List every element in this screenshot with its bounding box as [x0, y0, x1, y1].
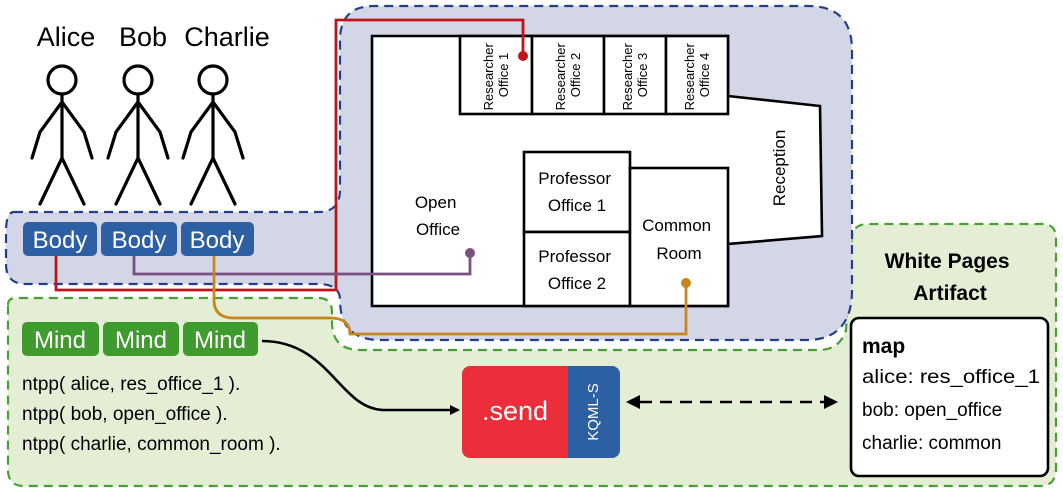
artifact-entry-bob: bob: open_office	[862, 400, 1002, 421]
name-charlie: Charlie	[184, 22, 270, 52]
label-common-room: Common Room	[642, 216, 716, 263]
body-label-alice: Body	[33, 227, 88, 254]
arrow-send-to-artifact	[626, 395, 838, 409]
room-researcher-office-1	[458, 34, 534, 116]
protocol-label: KQML-S	[585, 383, 602, 441]
mind-label-charlie: Mind	[194, 327, 246, 354]
label-professor-office-2: Professor Office 2	[538, 247, 615, 293]
label-reception: Reception	[770, 130, 789, 207]
body-badges: Body Body Body	[23, 222, 254, 256]
artifact-map-heading: map	[862, 335, 905, 358]
body-label-bob: Body	[112, 227, 167, 254]
room-professor-office-1	[522, 150, 632, 234]
belief-charlie: ntpp( charlie, common_room ).	[22, 434, 281, 455]
researcher-offices	[458, 34, 730, 116]
connector-charlie-to-common-room	[212, 254, 688, 336]
marker-bob-location	[465, 248, 475, 258]
mind-badge-charlie	[183, 322, 258, 356]
mind-label-alice: Mind	[34, 327, 86, 354]
send-label: .send	[482, 396, 548, 426]
label-researcher-office-2: Researcher Office 2	[553, 40, 583, 111]
connector-alice-to-researcher-office-1	[54, 18, 525, 292]
arrow-mind-to-send	[261, 339, 460, 415]
marker-alice-location	[518, 51, 528, 61]
mind-badge-bob	[103, 322, 179, 356]
mind-label-bob: Mind	[115, 327, 167, 354]
stick-figure-charlie	[181, 64, 245, 206]
artifact-card	[849, 316, 1050, 478]
send-block: .send KQML-S	[462, 366, 620, 458]
room-professor-office-2	[522, 230, 632, 308]
stick-figure-alice	[30, 64, 94, 206]
send-button-bg	[462, 366, 580, 458]
label-open-office: Open Office	[415, 193, 461, 239]
mind-badges: Mind Mind Mind	[22, 322, 258, 356]
artifact-title: White Pages Artifact	[885, 250, 1016, 305]
label-researcher-office-3: Researcher Office 3	[620, 40, 650, 111]
artifact-entry-charlie: charlie: common	[862, 433, 1001, 454]
belief-alice: ntpp( alice, res_office_1 ).	[22, 374, 240, 395]
stick-figures	[30, 64, 245, 206]
room-common-room	[628, 166, 730, 308]
body-badge-charlie	[181, 222, 254, 256]
room-researcher-office-3	[602, 34, 668, 116]
body-badge-bob	[101, 222, 177, 256]
artifact-entry-alice: alice: res_office_1	[862, 367, 1040, 388]
marker-charlie-location	[681, 278, 691, 288]
name-alice: Alice	[37, 22, 96, 52]
label-professor-office-1: Professor Office 1	[538, 169, 615, 215]
protocol-tab-bg	[568, 366, 620, 458]
connector-bob-to-open-office	[132, 254, 472, 276]
body-badge-alice	[23, 222, 97, 256]
belief-bob: ntpp( bob, open_office ).	[22, 404, 228, 425]
name-bob: Bob	[119, 22, 167, 52]
room-researcher-office-4	[664, 34, 730, 116]
body-label-charlie: Body	[190, 227, 245, 254]
label-researcher-office-4: Researcher Office 4	[682, 40, 712, 111]
label-researcher-office-1: Researcher Office 1	[481, 40, 511, 111]
stick-figure-bob	[106, 64, 170, 206]
mind-badge-alice	[22, 322, 99, 356]
